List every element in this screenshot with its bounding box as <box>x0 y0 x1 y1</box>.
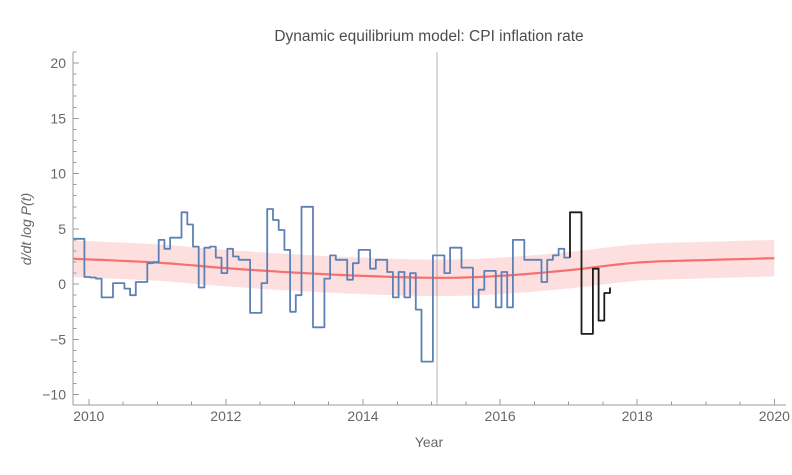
x-tick-label: 2018 <box>622 408 653 424</box>
x-tick-label: 2014 <box>347 408 378 424</box>
plot-area <box>72 52 775 405</box>
confidence-band <box>73 239 775 297</box>
x-tick-label: 2010 <box>73 408 104 424</box>
x-tick-label: 2012 <box>210 408 241 424</box>
y-tick-label: −10 <box>42 387 66 403</box>
y-tick-label: 10 <box>50 166 66 182</box>
y-tick-label: 5 <box>58 221 66 237</box>
axis-lines <box>72 51 786 406</box>
chart-title: Dynamic equilibrium model: CPI inflation… <box>274 28 583 45</box>
observed-line <box>73 205 570 363</box>
x-tick-label: 2016 <box>485 408 516 424</box>
y-axis-label: d/dt log P(t) <box>18 193 34 265</box>
x-axis-label: Year <box>415 434 444 450</box>
y-tick-label: 15 <box>50 110 66 126</box>
axes: −10 −5 0 5 10 15 20 2010 2012 2014 2016 2018 2020 <box>42 51 790 424</box>
x-tick-label: 2020 <box>759 408 790 424</box>
new-data-line <box>569 211 611 335</box>
y-tick-label: 0 <box>58 276 66 292</box>
y-tick-label: −5 <box>50 331 66 347</box>
y-tick-label: 20 <box>50 55 66 71</box>
